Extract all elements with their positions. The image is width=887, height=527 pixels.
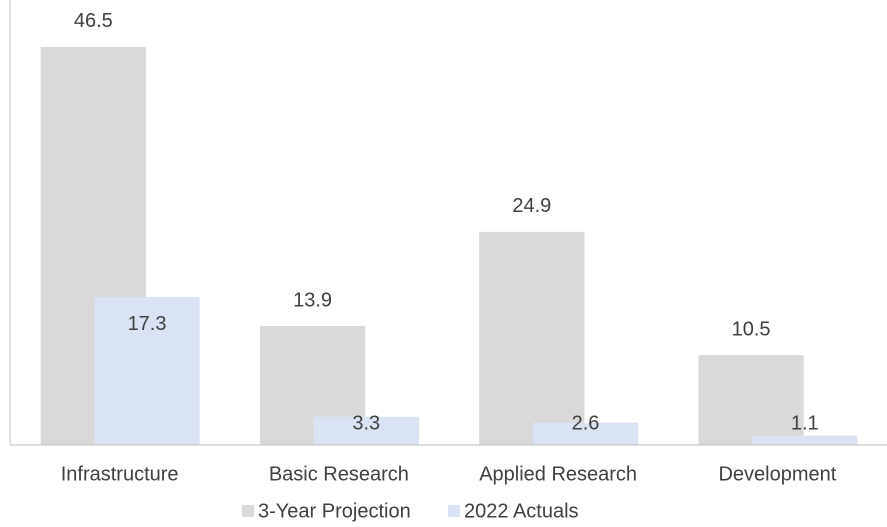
- value-label: 10.5: [732, 318, 771, 340]
- legend-label: 3-Year Projection: [258, 500, 411, 522]
- x-tick-label: Applied Research: [479, 463, 637, 485]
- value-label: 3.3: [352, 412, 380, 434]
- x-tick-label: Infrastructure: [61, 463, 179, 485]
- value-label: 46.5: [74, 10, 113, 32]
- x-tick-label: Basic Research: [269, 463, 409, 485]
- bar: [532, 422, 639, 445]
- legend-swatch: [242, 505, 254, 517]
- legend-swatch: [448, 505, 460, 517]
- bar: [698, 355, 804, 445]
- value-label: 1.1: [791, 412, 819, 434]
- bar: [94, 296, 200, 445]
- value-label: 17.3: [128, 313, 167, 335]
- bar: [313, 416, 419, 445]
- bar: [752, 435, 858, 445]
- value-label: 24.9: [512, 195, 551, 217]
- value-label: 13.9: [293, 289, 332, 311]
- value-label: 2.6: [572, 412, 600, 434]
- legend-label: 2022 Actuals: [464, 500, 579, 522]
- bar: [479, 231, 585, 445]
- x-tick-label: Development: [718, 463, 836, 485]
